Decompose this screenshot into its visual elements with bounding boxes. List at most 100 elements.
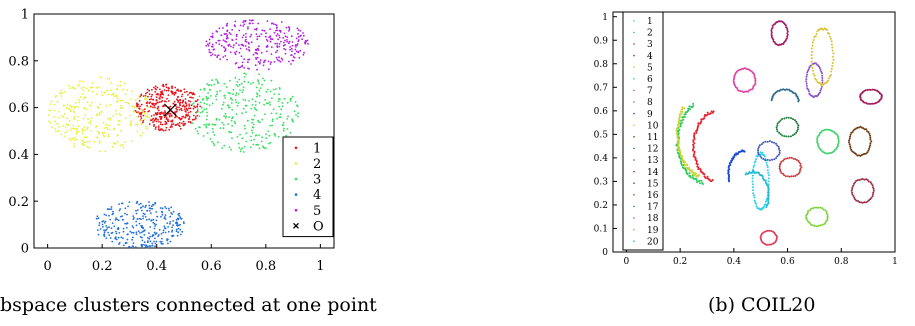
y-tick-label: 0.6 <box>8 101 29 116</box>
point <box>55 94 57 97</box>
point <box>788 156 791 159</box>
point <box>249 35 252 38</box>
point <box>807 90 810 93</box>
point <box>242 98 245 101</box>
point <box>164 123 167 126</box>
point <box>175 230 178 233</box>
point <box>141 209 143 212</box>
y-tick-label: 0 <box>21 242 29 257</box>
point <box>66 117 69 120</box>
point <box>868 132 871 135</box>
legend-label: 2 <box>647 29 653 39</box>
point <box>134 123 137 126</box>
point <box>221 121 224 124</box>
point <box>151 244 154 247</box>
point <box>821 224 824 226</box>
point <box>256 35 259 38</box>
point <box>822 129 825 132</box>
point <box>211 35 214 38</box>
point <box>778 163 781 166</box>
point <box>863 201 866 204</box>
point <box>678 114 681 117</box>
point <box>678 118 681 121</box>
point <box>245 132 248 135</box>
point <box>109 103 112 106</box>
y-tick-label: 0.5 <box>594 131 609 141</box>
point <box>160 215 162 218</box>
point <box>256 143 259 146</box>
point <box>751 177 754 180</box>
point <box>807 68 810 71</box>
point <box>252 22 254 25</box>
point <box>733 75 736 78</box>
legend-item-4: 4 <box>633 52 653 62</box>
point <box>229 131 232 134</box>
point <box>254 64 257 67</box>
point <box>98 139 101 142</box>
point <box>86 127 89 130</box>
point <box>148 209 151 212</box>
point <box>150 115 153 117</box>
point <box>247 67 249 70</box>
point <box>277 100 280 102</box>
point <box>695 179 698 181</box>
point <box>273 61 276 63</box>
point <box>241 61 244 64</box>
point <box>276 26 278 29</box>
point <box>223 82 226 85</box>
point <box>677 139 680 142</box>
point <box>222 101 225 104</box>
point <box>120 107 122 109</box>
point <box>122 230 125 233</box>
point <box>176 222 179 225</box>
point <box>150 119 153 122</box>
point <box>83 141 85 144</box>
point <box>140 135 142 137</box>
x-tick-label: 1 <box>892 257 898 267</box>
point <box>771 141 773 144</box>
caption-right: (b) COIL20 <box>708 294 816 316</box>
point <box>119 84 122 87</box>
point <box>685 169 688 172</box>
point <box>117 219 120 222</box>
point <box>258 62 261 65</box>
point <box>97 217 100 220</box>
point <box>767 188 770 191</box>
point <box>138 203 141 206</box>
point <box>72 125 75 127</box>
point <box>103 231 106 234</box>
point <box>257 119 259 122</box>
point <box>244 99 247 102</box>
point <box>258 89 261 92</box>
point <box>193 93 196 96</box>
point <box>235 92 238 94</box>
point <box>225 86 228 88</box>
point <box>159 240 162 243</box>
point <box>244 40 247 42</box>
point <box>178 109 181 111</box>
point <box>188 115 191 118</box>
point <box>157 107 159 110</box>
point <box>211 36 214 39</box>
series-2-points <box>48 76 151 153</box>
point <box>805 216 808 219</box>
point <box>696 175 699 178</box>
point <box>59 92 61 95</box>
point <box>785 26 788 29</box>
point <box>830 74 832 76</box>
point <box>233 24 236 27</box>
point <box>288 28 291 31</box>
point <box>146 101 149 103</box>
point <box>271 124 273 127</box>
point <box>775 157 778 159</box>
point <box>116 97 119 100</box>
point <box>684 161 687 163</box>
point <box>763 230 766 233</box>
point <box>160 232 163 235</box>
point <box>763 205 765 208</box>
point <box>252 143 255 146</box>
point <box>816 141 819 144</box>
point <box>821 72 823 75</box>
point <box>810 50 813 53</box>
point <box>49 109 51 112</box>
